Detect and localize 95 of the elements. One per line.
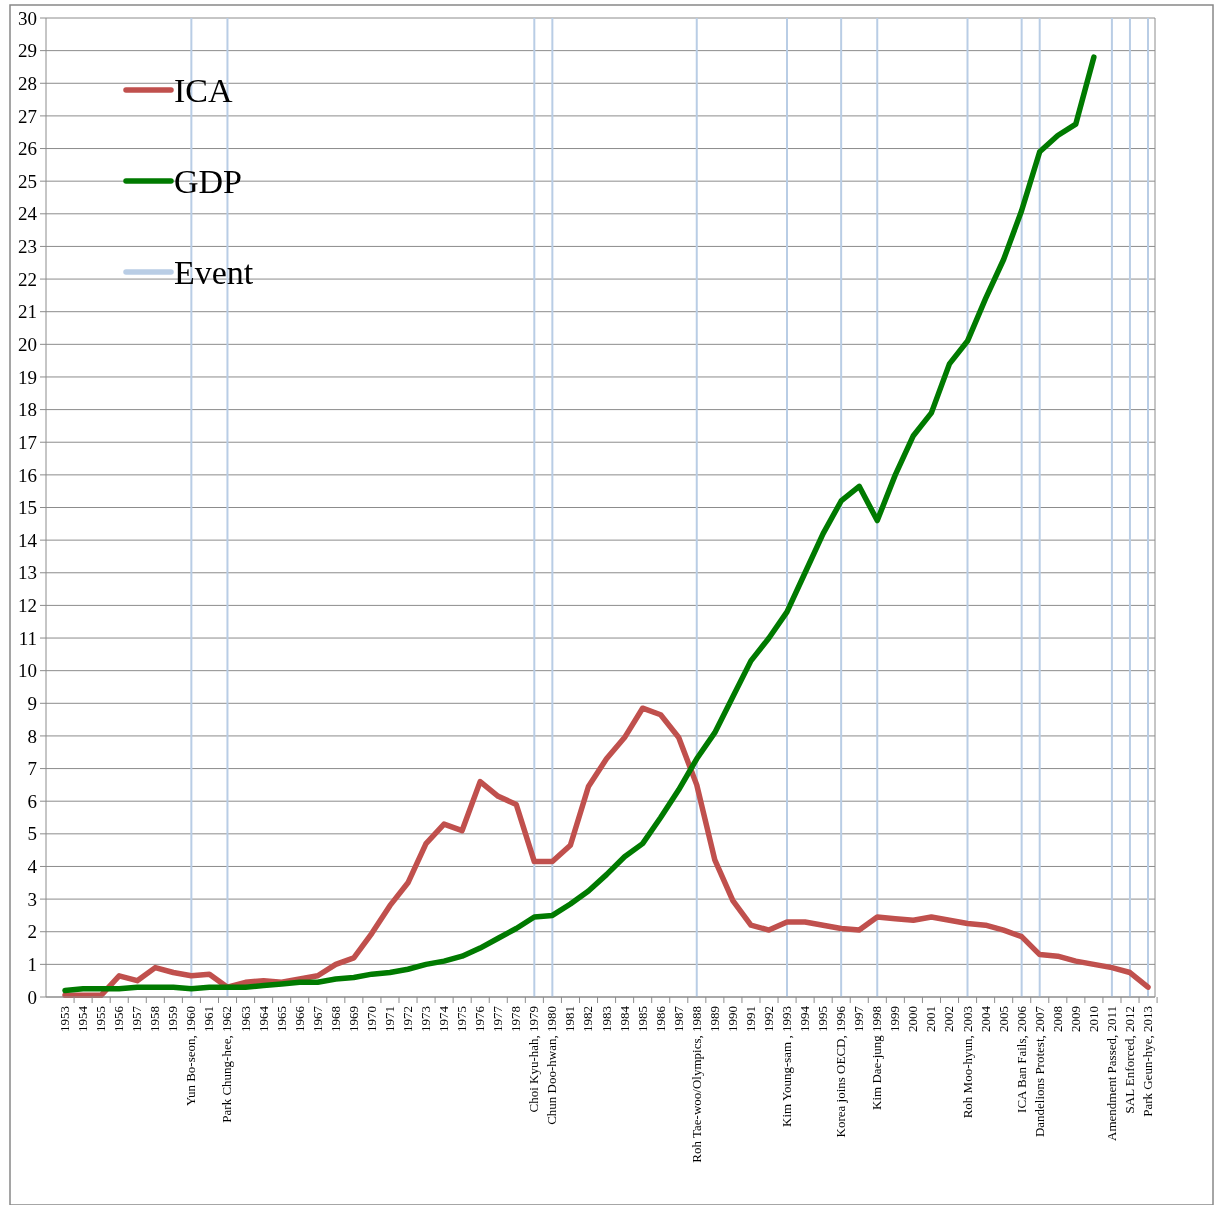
- y-tick-label: 21: [18, 301, 37, 323]
- x-tick-label: 1983: [598, 1006, 614, 1032]
- x-tick-label: Kim Young-sam , 1993: [779, 1006, 794, 1127]
- y-tick-label: 25: [18, 170, 37, 192]
- x-tick-label: 1973: [418, 1006, 433, 1032]
- x-tick-label: 1957: [129, 1005, 145, 1032]
- x-tick-label: Dandelions Protest, 2007: [1031, 1005, 1047, 1138]
- y-tick-label: 9: [27, 692, 37, 714]
- y-tick-label: 1: [27, 954, 37, 976]
- x-tick-label: Roh Moo-hyun, 2003: [959, 1006, 975, 1119]
- y-tick-label: 13: [18, 562, 37, 584]
- x-tick-label: 1985: [634, 1006, 650, 1032]
- x-tick-label: 1955: [93, 1006, 109, 1032]
- x-tick-label: 1971: [381, 1006, 397, 1032]
- x-tick-label: 1964: [255, 1005, 271, 1032]
- x-tick-label: Choi Kyu-hah, 1979: [526, 1006, 542, 1113]
- x-tick-label: 2001: [923, 1006, 939, 1032]
- x-tick-label: 1954: [75, 1005, 91, 1032]
- x-tick-label: 1974: [436, 1005, 452, 1032]
- x-tick-label: 1992: [760, 1006, 776, 1032]
- y-tick-label: 11: [18, 627, 37, 649]
- y-tick-label: 27: [18, 105, 37, 127]
- y-tick-label: 10: [18, 660, 37, 682]
- x-tick-label: Kim Dae-jung 1998: [869, 1006, 885, 1110]
- x-tick-label: 2008: [1049, 1006, 1065, 1032]
- x-tick-label: Amendment Passed, 2011: [1103, 1006, 1119, 1141]
- y-tick-label: 2: [27, 921, 37, 943]
- y-tick-label: 19: [18, 366, 37, 388]
- x-tick-label: Roh Tae-woo/Olympics, 1988: [688, 1006, 704, 1163]
- y-tick-label: 7: [27, 758, 37, 780]
- y-tick-label: 18: [18, 399, 37, 421]
- y-tick-label: 23: [18, 236, 37, 258]
- x-tick-label: 1984: [616, 1005, 632, 1032]
- y-tick-label: 22: [18, 268, 37, 290]
- x-tick-label: Korea joins OECD, 1996: [833, 1005, 849, 1138]
- y-tick-label: 26: [18, 138, 37, 160]
- x-tick-label: 1959: [165, 1006, 181, 1032]
- x-tick-label: 2000: [905, 1006, 921, 1032]
- x-tick-label: 1977: [490, 1005, 506, 1032]
- x-tick-label: 1986: [652, 1005, 668, 1032]
- y-tick-label: 30: [18, 7, 37, 29]
- y-tick-label: 24: [18, 203, 38, 225]
- x-tick-label: 1976: [472, 1005, 488, 1032]
- x-tick-label: 1978: [508, 1006, 524, 1032]
- x-tick-label: 1975: [454, 1006, 470, 1032]
- y-tick-label: 20: [18, 333, 37, 355]
- x-tick-label: 2005: [995, 1006, 1011, 1032]
- legend-label: ICA: [174, 71, 233, 109]
- y-tick-label: 5: [27, 823, 37, 845]
- x-tick-label: 1972: [399, 1006, 415, 1032]
- x-tick-label: 1987: [670, 1005, 686, 1032]
- x-tick-label: ICA Ban Fails, 2006: [1013, 1005, 1029, 1113]
- x-tick-label: 1956: [111, 1005, 127, 1032]
- y-tick-label: 8: [27, 725, 37, 747]
- x-tick-label: Yun Bo-seon, 1960: [183, 1006, 199, 1107]
- x-tick-label: 1982: [580, 1006, 596, 1032]
- x-tick-label: 1958: [147, 1006, 163, 1032]
- y-tick-label: 14: [18, 529, 38, 551]
- x-tick-label: Park Geun-hye, 2013: [1140, 1006, 1155, 1117]
- legend-label: GDP: [174, 162, 243, 200]
- x-tick-label: 1966: [291, 1005, 307, 1032]
- x-tick-label: 1991: [742, 1006, 758, 1032]
- y-tick-label: 29: [18, 40, 37, 62]
- x-tick-label: 1999: [887, 1006, 903, 1032]
- x-tick-label: 1961: [201, 1006, 217, 1032]
- x-tick-label: 1965: [273, 1006, 289, 1032]
- y-tick-label: 15: [18, 497, 37, 519]
- x-tick-label: 1990: [724, 1006, 740, 1032]
- x-tick-label: 1994: [797, 1005, 813, 1032]
- x-tick-label: 1969: [345, 1006, 361, 1032]
- x-tick-label: 1995: [815, 1006, 831, 1032]
- y-tick-label: 28: [18, 72, 37, 94]
- y-tick-label: 12: [18, 595, 37, 617]
- x-tick-label: 1963: [237, 1006, 253, 1032]
- x-tick-label: 1968: [327, 1006, 343, 1032]
- x-tick-label: 2004: [977, 1005, 993, 1032]
- x-tick-label: 2010: [1085, 1006, 1101, 1032]
- y-tick-label: 16: [18, 464, 37, 486]
- x-tick-label: Park Chung-hee, 1962: [219, 1006, 235, 1123]
- y-tick-label: 6: [27, 790, 37, 812]
- y-tick-label: 17: [18, 431, 37, 453]
- x-tick-label: 1981: [562, 1006, 578, 1032]
- legend-label: Event: [174, 253, 254, 291]
- x-tick-label: 1970: [363, 1006, 379, 1032]
- y-tick-label: 0: [27, 986, 37, 1008]
- x-tick-label: 2002: [941, 1006, 957, 1032]
- y-tick-label: 3: [27, 888, 37, 910]
- x-tick-label: 1997: [851, 1005, 867, 1032]
- y-tick-label: 4: [27, 856, 38, 878]
- x-tick-label: 1967: [309, 1005, 325, 1032]
- x-tick-label: 1989: [706, 1006, 722, 1032]
- x-tick-label: 1953: [57, 1006, 72, 1032]
- x-tick-label: SAL Enforced, 2012: [1121, 1006, 1137, 1114]
- x-tick-label: 2009: [1067, 1006, 1083, 1032]
- x-tick-label: Chun Doo-hwan, 1980: [544, 1006, 560, 1125]
